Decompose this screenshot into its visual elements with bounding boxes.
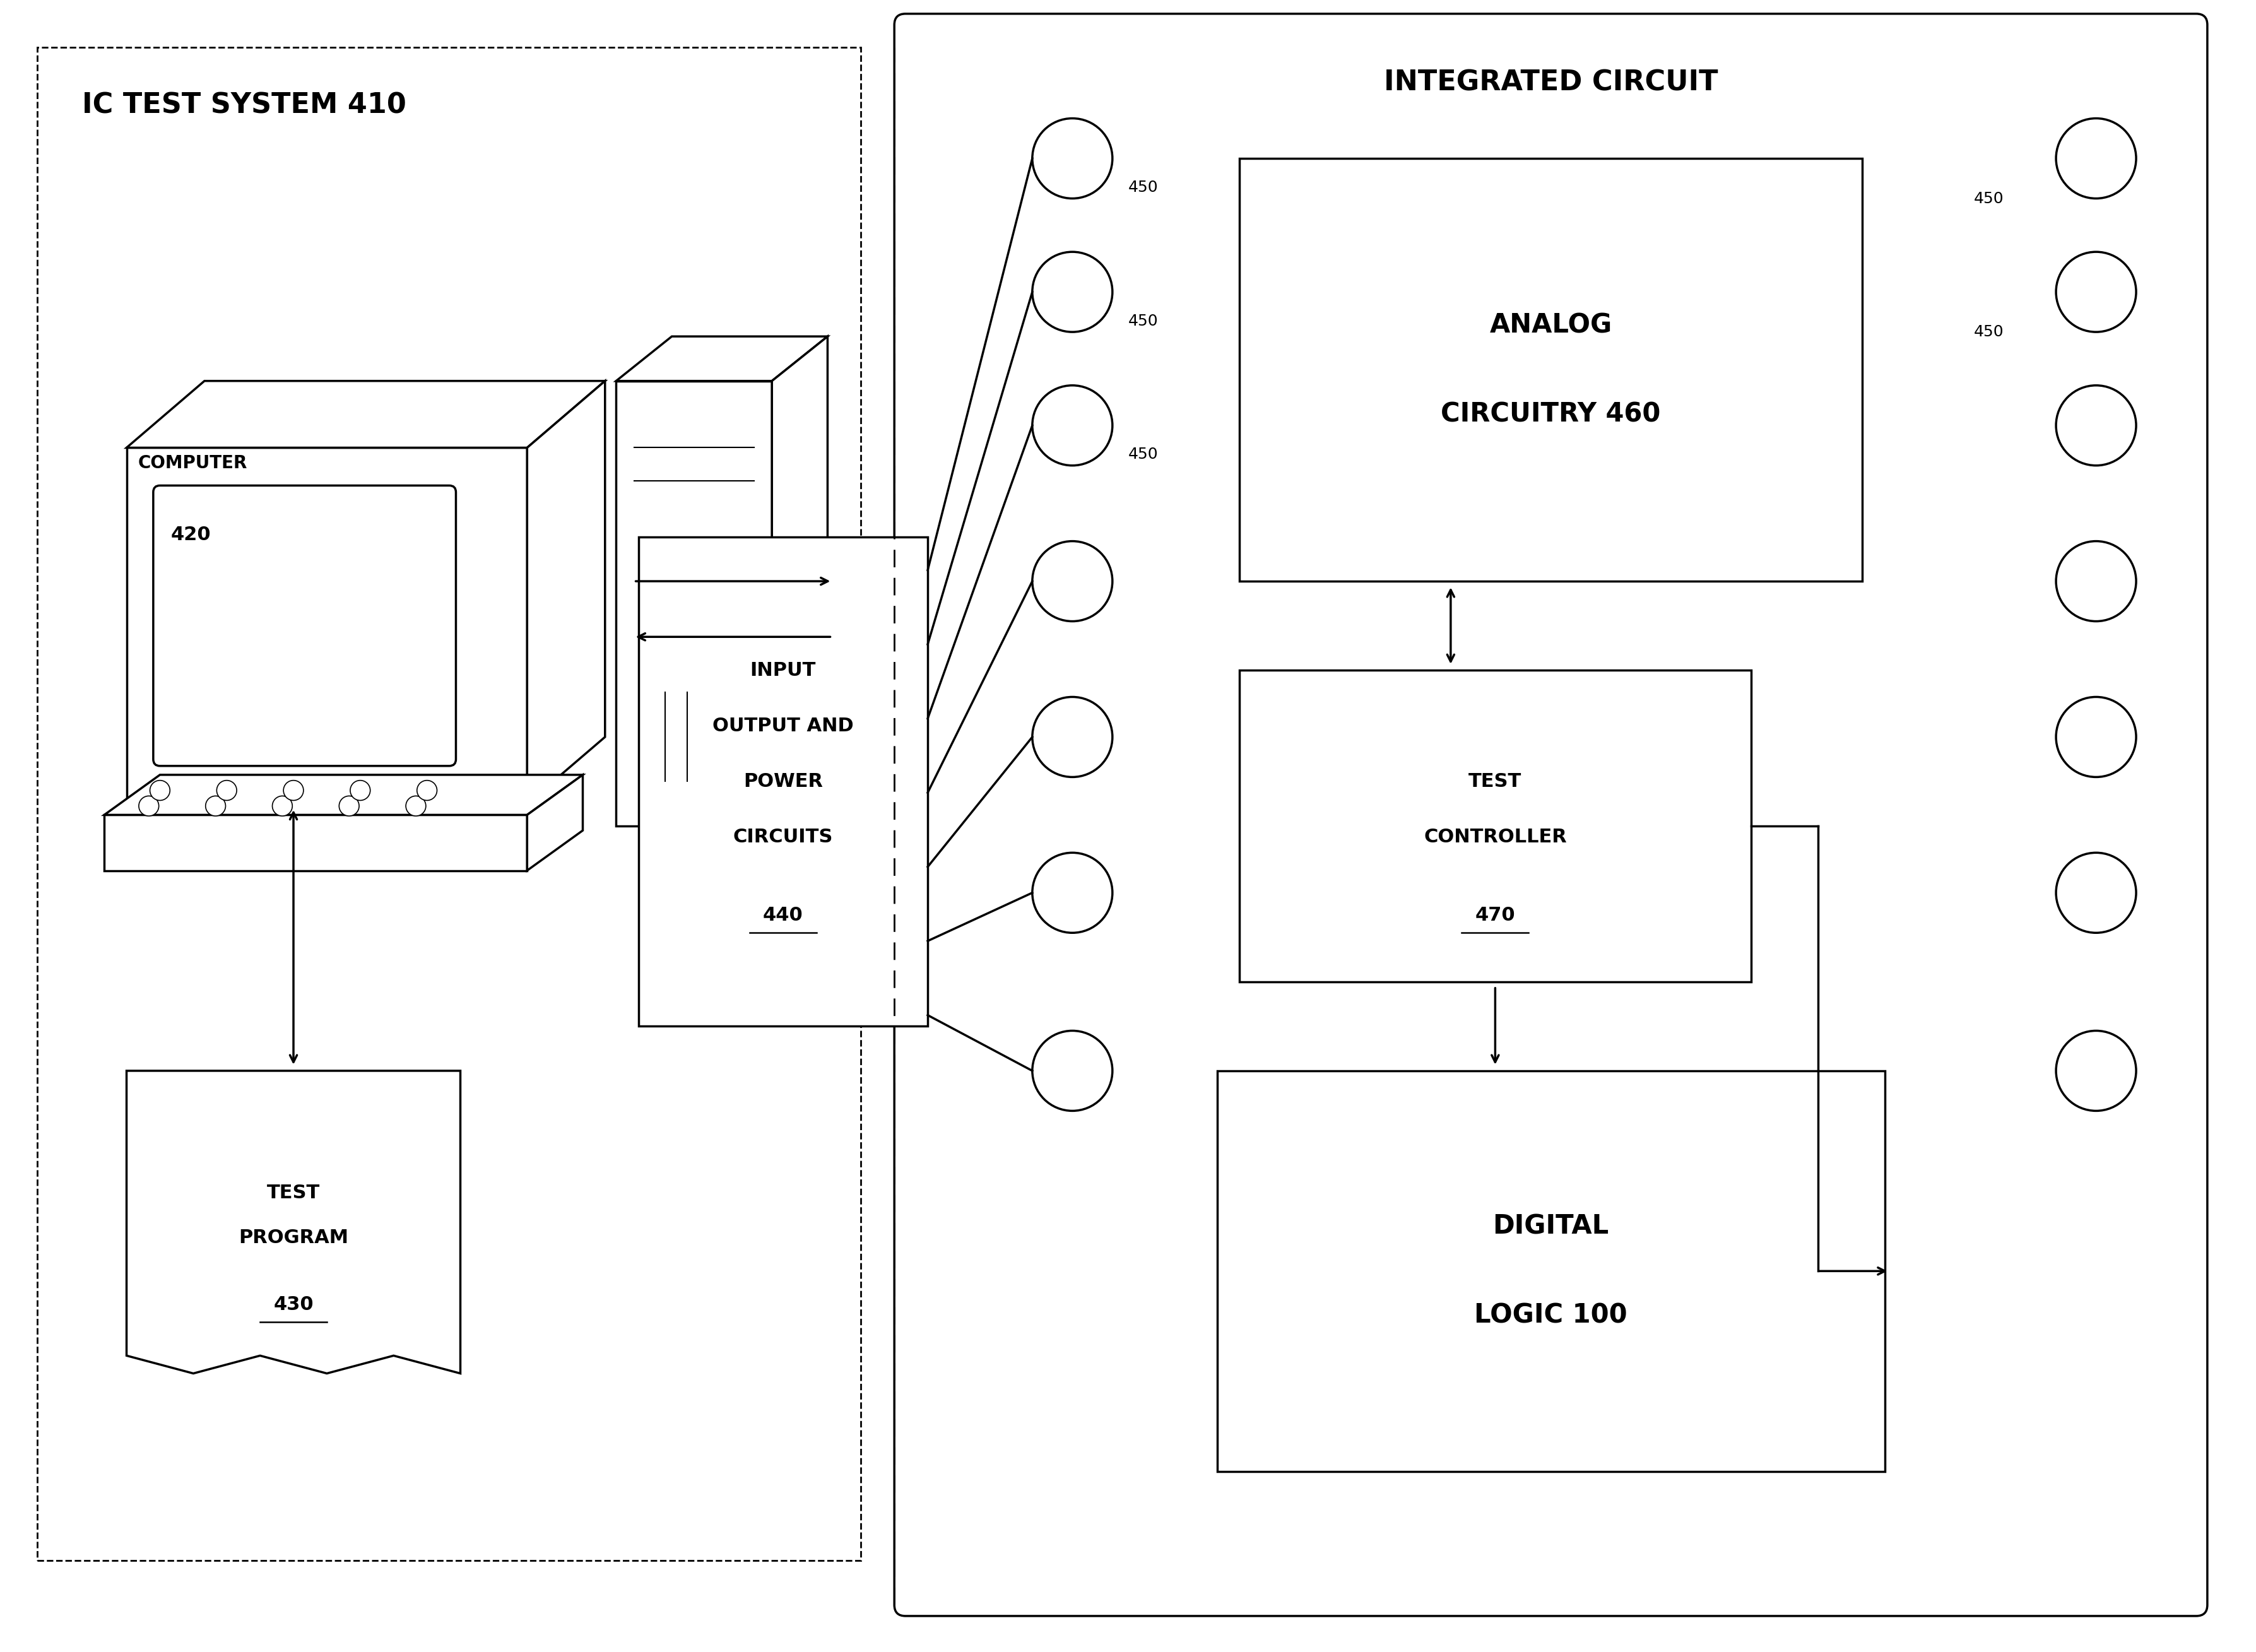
Text: POWER: POWER: [742, 773, 823, 791]
Text: 450: 450: [1128, 314, 1157, 329]
Text: IC TEST SYSTEM 410: IC TEST SYSTEM 410: [81, 91, 406, 119]
Text: PROGRAM: PROGRAM: [239, 1229, 347, 1247]
Circle shape: [2055, 542, 2136, 621]
Text: TEST: TEST: [266, 1184, 320, 1203]
Circle shape: [1033, 542, 1112, 621]
Polygon shape: [104, 814, 528, 871]
Circle shape: [1033, 385, 1112, 466]
FancyBboxPatch shape: [126, 448, 528, 805]
Text: COMPUTER: COMPUTER: [138, 454, 248, 472]
Text: DIGITAL: DIGITAL: [1493, 1213, 1609, 1239]
Circle shape: [217, 780, 237, 801]
Circle shape: [417, 780, 438, 801]
Text: LOGIC 100: LOGIC 100: [1473, 1302, 1627, 1328]
Circle shape: [140, 796, 158, 816]
Polygon shape: [528, 382, 605, 805]
FancyBboxPatch shape: [1239, 671, 1751, 981]
Circle shape: [284, 780, 305, 801]
Text: 450: 450: [1128, 180, 1157, 195]
Text: 420: 420: [171, 525, 212, 544]
Circle shape: [2055, 1031, 2136, 1110]
Text: TEST: TEST: [1469, 773, 1523, 791]
Polygon shape: [126, 1070, 460, 1373]
Text: CIRCUITS: CIRCUITS: [733, 828, 832, 846]
Text: CIRCUITRY 460: CIRCUITRY 460: [1442, 401, 1660, 428]
Text: 450: 450: [1974, 324, 2003, 340]
FancyBboxPatch shape: [616, 382, 772, 826]
Circle shape: [2055, 697, 2136, 776]
Polygon shape: [528, 775, 582, 871]
Circle shape: [1033, 119, 1112, 198]
Text: CONTROLLER: CONTROLLER: [1424, 828, 1566, 846]
Circle shape: [149, 780, 169, 801]
Text: ANALOG: ANALOG: [1489, 312, 1613, 339]
Circle shape: [273, 796, 293, 816]
Polygon shape: [616, 337, 828, 382]
Polygon shape: [104, 775, 582, 814]
Text: 440: 440: [763, 905, 803, 923]
Polygon shape: [126, 382, 605, 448]
FancyBboxPatch shape: [1239, 159, 1863, 582]
Circle shape: [1033, 852, 1112, 933]
FancyBboxPatch shape: [38, 48, 862, 1561]
FancyBboxPatch shape: [1216, 1070, 1884, 1472]
Text: 430: 430: [273, 1295, 314, 1313]
FancyBboxPatch shape: [153, 486, 456, 767]
Circle shape: [2055, 251, 2136, 332]
Text: 450: 450: [1974, 192, 2003, 206]
Circle shape: [350, 780, 370, 801]
Circle shape: [338, 796, 359, 816]
Circle shape: [406, 796, 426, 816]
FancyBboxPatch shape: [638, 537, 927, 1026]
Circle shape: [2055, 385, 2136, 466]
Text: 450: 450: [1128, 446, 1157, 463]
Circle shape: [2055, 119, 2136, 198]
Circle shape: [1033, 697, 1112, 776]
FancyBboxPatch shape: [893, 13, 2206, 1616]
Polygon shape: [772, 337, 828, 826]
Circle shape: [1033, 251, 1112, 332]
Text: INTEGRATED CIRCUIT: INTEGRATED CIRCUIT: [1383, 69, 1717, 96]
Circle shape: [1033, 1031, 1112, 1110]
Circle shape: [205, 796, 226, 816]
Text: OUTPUT AND: OUTPUT AND: [713, 717, 853, 735]
Text: INPUT: INPUT: [751, 661, 817, 679]
Text: 470: 470: [1475, 905, 1516, 923]
Circle shape: [2055, 852, 2136, 933]
